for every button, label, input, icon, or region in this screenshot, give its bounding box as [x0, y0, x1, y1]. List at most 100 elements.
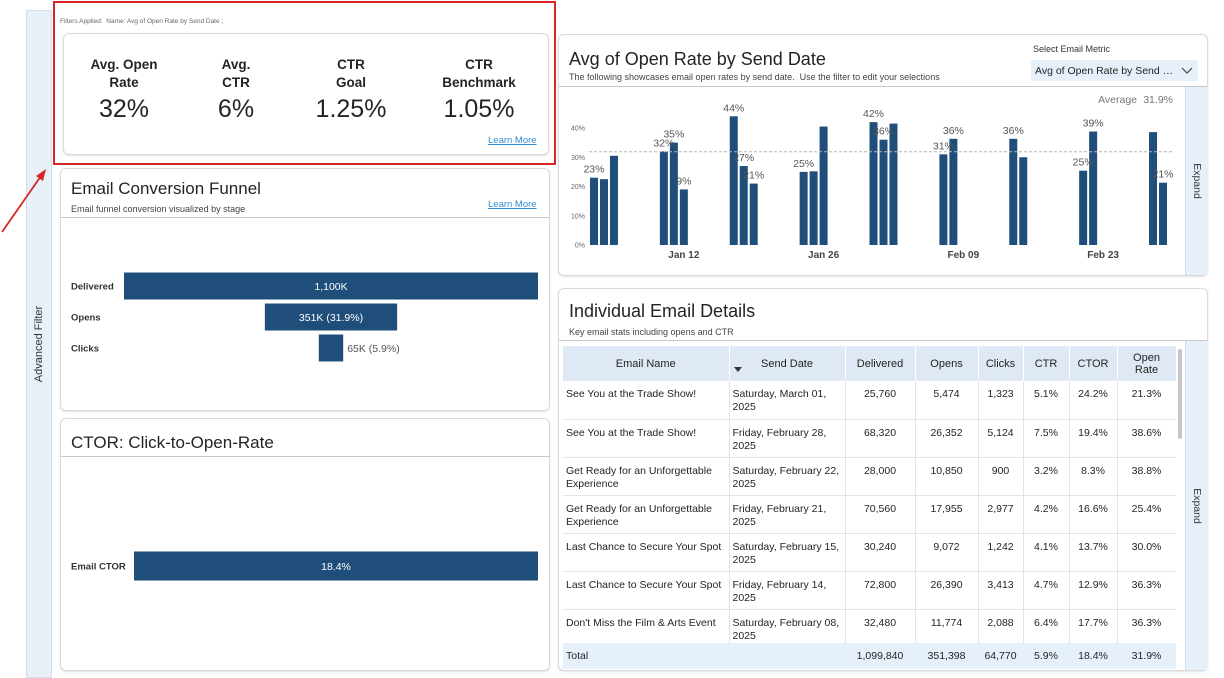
expand-label[interactable]: Expand — [1191, 163, 1203, 199]
arrow-line — [2, 176, 41, 232]
bar — [1019, 157, 1027, 245]
learn-more-link[interactable]: Learn More — [488, 199, 537, 210]
table-viewport: Email NameSend DateDeliveredOpensClicksC… — [563, 346, 1176, 643]
table-total: Total1,099,840351,39864,7705.9%18.4%31.9… — [563, 643, 1176, 669]
table: Total1,099,840351,39864,7705.9%18.4%31.9… — [563, 643, 1176, 669]
total-cell: 31.9% — [1117, 643, 1176, 669]
table-cell: Friday, February 14, 2025 — [729, 571, 845, 609]
funnel-subtitle: Email funnel conversion visualized by st… — [71, 204, 245, 214]
table-cell: 26,390 — [915, 571, 978, 609]
column-header[interactable]: Clicks — [978, 346, 1023, 381]
learn-more-link[interactable]: Learn More — [488, 135, 537, 146]
kpi-value: 1.05% — [424, 95, 534, 124]
table-cell: 5,124 — [978, 419, 1023, 457]
bar — [879, 140, 887, 245]
table-row: See You at the Trade Show!Friday, Februa… — [563, 419, 1176, 457]
table-cell: Don't Miss the Film & Arts Event — [563, 609, 729, 643]
data-label: 35% — [663, 129, 684, 141]
table-row: Get Ready for an Unforgettable Experienc… — [563, 495, 1176, 533]
y-tick-label: 40% — [571, 126, 585, 133]
total-label: Total — [563, 643, 845, 669]
table-cell: 5,474 — [915, 381, 978, 419]
table-cell: 24.2% — [1069, 381, 1117, 419]
metric-selected[interactable]: Avg of Open Rate by Send Date — [1035, 65, 1175, 77]
data-label: 39% — [1083, 118, 1104, 130]
y-tick-label: 20% — [571, 184, 585, 191]
column-header[interactable]: Open Rate — [1117, 346, 1176, 381]
table-cell: Get Ready for an Unforgettable Experienc… — [563, 457, 729, 495]
advanced-filter-label[interactable]: Advanced Filter — [33, 306, 45, 382]
table-cell: 4.7% — [1023, 571, 1069, 609]
expand-button[interactable]: Expand — [1185, 87, 1208, 275]
total-cell: 351,398 — [915, 643, 978, 669]
data-label: 36% — [873, 126, 894, 138]
kpi-value: 6% — [186, 95, 286, 124]
filters-applied: Filters Applied: Name: Avg of Open Rate … — [60, 18, 223, 25]
table-cell: 38.8% — [1117, 457, 1176, 495]
stage-label: Email CTOR — [71, 562, 126, 573]
table-cell: Saturday, February 08, 2025 — [729, 609, 845, 643]
bar — [1089, 132, 1097, 245]
average-label: Average — [1098, 94, 1137, 106]
details-title: Individual Email Details — [569, 301, 755, 322]
ctor-title: CTOR: Click-to-Open-Rate — [71, 433, 274, 453]
table-cell: See You at the Trade Show! — [563, 419, 729, 457]
y-tick-label: 0% — [575, 243, 585, 250]
column-header[interactable]: CTR — [1023, 346, 1069, 381]
bar — [610, 156, 618, 245]
kpi: Avg. Open Rate32% — [74, 56, 174, 124]
data-label: 42% — [863, 108, 884, 120]
funnel-title: Email Conversion Funnel — [71, 179, 261, 199]
chart-subtitle: The following showcases email open rates… — [569, 72, 940, 82]
bar — [600, 179, 608, 245]
column-header[interactable]: CTOR — [1069, 346, 1117, 381]
column-header[interactable]: Email Name — [563, 346, 729, 381]
column-header[interactable]: Delivered — [845, 346, 915, 381]
bar — [730, 116, 738, 245]
total-cell: 1,099,840 — [845, 643, 915, 669]
dropdown-chevron[interactable] — [1181, 66, 1193, 75]
table-cell: Last Chance to Secure Your Spot — [563, 571, 729, 609]
data-label: 36% — [943, 125, 964, 137]
data-label: 21% — [1153, 169, 1174, 181]
funnel-card: Email Conversion Funnel Email funnel con… — [60, 168, 550, 411]
bar — [820, 127, 828, 245]
bar — [1159, 183, 1167, 245]
table-cell: 13.7% — [1069, 533, 1117, 571]
data-label: 27% — [733, 152, 754, 164]
table-cell: 12.9% — [1069, 571, 1117, 609]
data-label: 23% — [583, 164, 604, 176]
bar — [949, 139, 957, 245]
total-cell: 18.4% — [1069, 643, 1117, 669]
table-cell: 4.2% — [1023, 495, 1069, 533]
scrollbar[interactable] — [1178, 349, 1182, 439]
table-cell: Last Chance to Secure Your Spot — [563, 533, 729, 571]
expand-label[interactable]: Expand — [1191, 488, 1203, 524]
kpi-label: CTR Benchmark — [439, 56, 519, 92]
y-tick-label: 30% — [571, 155, 585, 162]
bar — [660, 151, 668, 245]
sort-indicator[interactable] — [733, 366, 743, 373]
table-cell: 7.5% — [1023, 419, 1069, 457]
table-cell: See You at the Trade Show! — [563, 381, 729, 419]
bar — [800, 172, 808, 245]
metric-dropdown[interactable]: Avg of Open Rate by Send Date — [1031, 60, 1198, 81]
arrow-head — [36, 169, 46, 181]
bar — [750, 184, 758, 245]
table-cell: 30.0% — [1117, 533, 1176, 571]
total-cell: 5.9% — [1023, 643, 1069, 669]
stage-label: Delivered — [71, 282, 114, 293]
column-header[interactable]: Opens — [915, 346, 978, 381]
advanced-filter-pane[interactable]: Advanced Filter — [26, 10, 52, 678]
table-cell: 19.4% — [1069, 419, 1117, 457]
table-cell: 9,072 — [915, 533, 978, 571]
bar — [590, 178, 598, 245]
bar — [1009, 139, 1017, 245]
expand-button[interactable]: Expand — [1185, 341, 1208, 670]
stage-label: Clicks — [71, 344, 99, 355]
table-cell: 1,242 — [978, 533, 1023, 571]
table-cell: 25,760 — [845, 381, 915, 419]
column-header[interactable]: Send Date — [729, 346, 845, 381]
table-cell: Get Ready for an Unforgettable Experienc… — [563, 495, 729, 533]
